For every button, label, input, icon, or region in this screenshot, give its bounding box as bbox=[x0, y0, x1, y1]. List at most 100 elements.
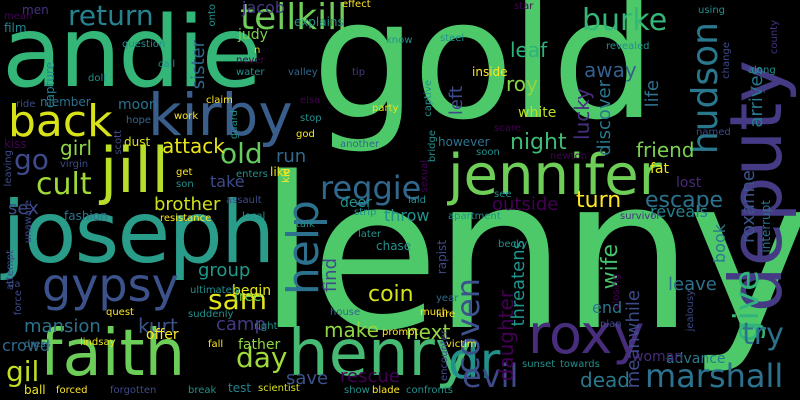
word: coin bbox=[368, 282, 414, 307]
word: test bbox=[228, 381, 252, 395]
word: guard bbox=[229, 110, 240, 140]
word: turn bbox=[576, 188, 622, 213]
word: son bbox=[176, 179, 194, 190]
word: take bbox=[210, 172, 245, 191]
word: blade bbox=[372, 385, 400, 396]
word: kid bbox=[281, 168, 292, 183]
word: mansion bbox=[24, 316, 101, 337]
word: year bbox=[436, 293, 459, 304]
word: fat bbox=[650, 161, 669, 177]
word: lucky bbox=[570, 88, 594, 140]
word: named bbox=[696, 127, 731, 138]
word: tellkill bbox=[240, 0, 348, 38]
word: gold bbox=[312, 0, 656, 156]
word: ball bbox=[24, 383, 46, 397]
word: kirby bbox=[148, 81, 293, 149]
word: stop bbox=[300, 113, 322, 124]
word: right bbox=[254, 321, 278, 332]
word: work bbox=[174, 111, 199, 122]
word: jacob bbox=[242, 0, 285, 17]
word: dress bbox=[24, 339, 51, 350]
word: forced bbox=[56, 385, 88, 396]
word: woman bbox=[632, 349, 684, 365]
word: fall bbox=[208, 339, 224, 350]
word: dust bbox=[124, 135, 151, 149]
word: break bbox=[188, 385, 217, 396]
word: dr bbox=[448, 332, 501, 390]
word: roxy bbox=[528, 303, 645, 366]
word: old bbox=[220, 137, 263, 170]
word: deer bbox=[340, 195, 372, 211]
word: film bbox=[4, 21, 27, 35]
word: run bbox=[276, 146, 307, 167]
word: never bbox=[236, 55, 265, 66]
word: water bbox=[236, 67, 265, 78]
word: talk bbox=[296, 219, 315, 230]
word: ultimately bbox=[190, 285, 241, 296]
word: leave bbox=[668, 274, 717, 295]
word: faith bbox=[40, 317, 186, 391]
word: get bbox=[176, 167, 193, 178]
word: go bbox=[14, 143, 49, 176]
word: another bbox=[340, 139, 380, 150]
word: white bbox=[518, 105, 557, 121]
word: force bbox=[13, 290, 24, 316]
word: party bbox=[372, 103, 399, 114]
word: next bbox=[406, 320, 451, 344]
word: explains bbox=[294, 15, 344, 29]
word: towards bbox=[560, 359, 600, 370]
word: scott bbox=[113, 130, 124, 155]
word: jennifer bbox=[448, 143, 662, 208]
word: offer bbox=[146, 327, 179, 343]
word: group bbox=[198, 260, 251, 281]
word: plan bbox=[600, 319, 622, 330]
word: resistance bbox=[160, 213, 212, 224]
word: forgotten bbox=[110, 385, 157, 396]
word: reveals bbox=[650, 202, 708, 221]
word: n bbox=[254, 45, 261, 56]
word: cult bbox=[36, 167, 92, 202]
word: discover bbox=[594, 80, 615, 156]
word: attack bbox=[162, 134, 225, 158]
word: men bbox=[22, 3, 49, 17]
word: becky bbox=[498, 239, 528, 250]
word: joseph bbox=[2, 183, 275, 283]
word: sex bbox=[8, 198, 39, 219]
word: kurt bbox=[138, 314, 178, 338]
word: free bbox=[234, 289, 262, 305]
word: rescue bbox=[340, 366, 400, 387]
word: lost bbox=[676, 175, 702, 191]
word: return bbox=[68, 0, 154, 32]
word: night bbox=[510, 130, 567, 155]
word: henry bbox=[288, 317, 473, 391]
word: know bbox=[386, 35, 413, 46]
word: begin bbox=[232, 283, 272, 299]
word: roy bbox=[506, 72, 538, 96]
word: steel bbox=[440, 33, 465, 44]
word: andie bbox=[2, 0, 262, 110]
word: victim bbox=[446, 339, 477, 350]
word: encounter bbox=[439, 330, 450, 381]
word: call bbox=[158, 59, 176, 70]
word: see bbox=[494, 189, 512, 200]
word: using bbox=[698, 5, 726, 16]
word: ride bbox=[16, 99, 36, 110]
word: brother bbox=[154, 194, 221, 215]
word: member bbox=[40, 95, 91, 109]
word: escape bbox=[645, 188, 724, 213]
word: along bbox=[748, 65, 776, 76]
word: doll bbox=[88, 73, 107, 84]
word: lindsay bbox=[80, 337, 116, 348]
word: survivor bbox=[620, 211, 661, 222]
word: much bbox=[420, 307, 448, 318]
word: find bbox=[320, 258, 341, 293]
word: prompt bbox=[382, 327, 419, 338]
word: soon bbox=[476, 147, 500, 158]
word: day bbox=[236, 341, 288, 374]
word: quest bbox=[106, 307, 134, 318]
word: virgin bbox=[60, 159, 89, 170]
word: tip bbox=[352, 67, 366, 78]
word: father bbox=[238, 337, 281, 353]
word: advance bbox=[666, 351, 726, 367]
